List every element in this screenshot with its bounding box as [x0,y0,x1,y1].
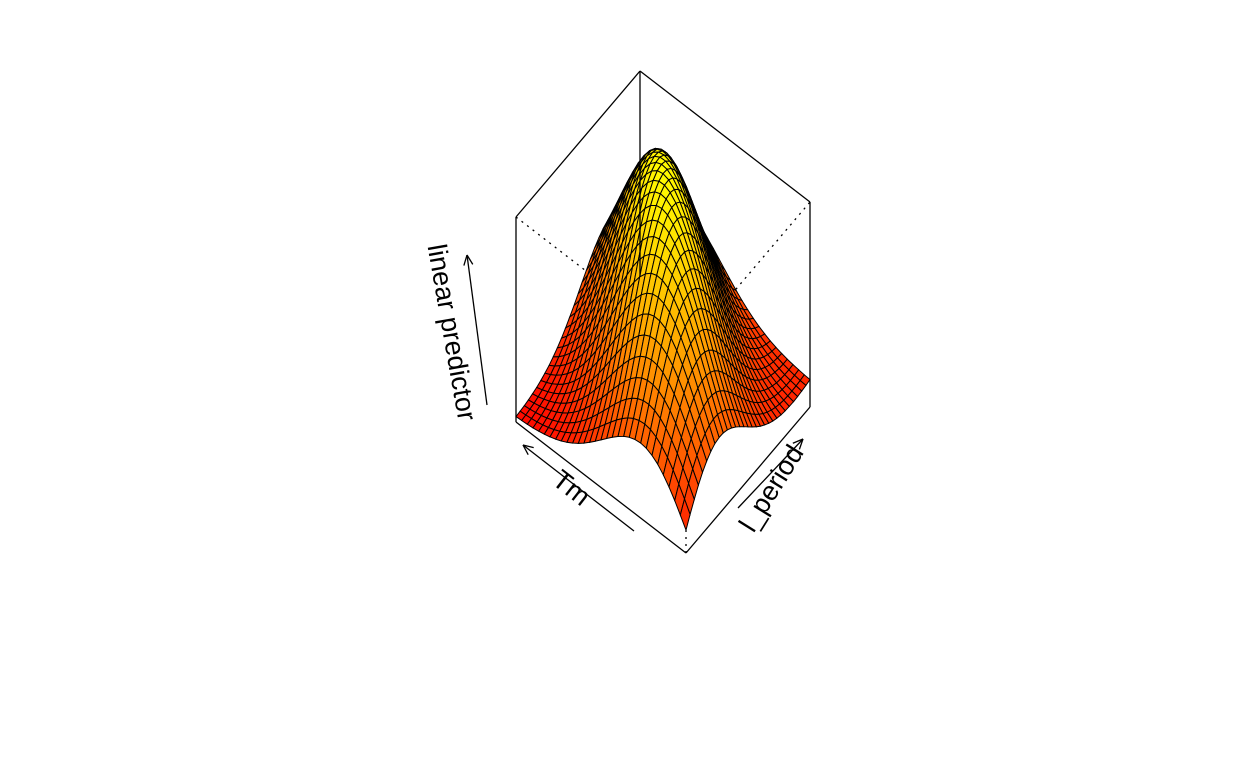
x-axis-arrow-head [522,444,529,456]
surface-facet [679,497,691,532]
axis-arrows [463,254,804,532]
z-axis-label: linear predictor [422,242,483,423]
y-axis-arrow [737,438,804,509]
surface-mesh [515,147,811,532]
box-back-edges [515,201,811,553]
box-edge [685,406,811,554]
box-edge [639,70,811,203]
y-axis-label: l_period [733,440,809,537]
x-axis-arrow-head [522,444,534,449]
y-axis-arrow-head [792,438,804,444]
box-edge [515,421,687,554]
box-edge [515,216,687,349]
z-axis-arrow-head [466,254,474,265]
y-axis-arrow-head [798,438,804,450]
z-axis-arrow-head [463,254,468,266]
z-axis-arrow [466,254,488,406]
box-edge [515,70,641,218]
box-front-edges [515,70,811,554]
x-axis-arrow [522,444,635,532]
x-axis-label: Tm [547,464,596,512]
